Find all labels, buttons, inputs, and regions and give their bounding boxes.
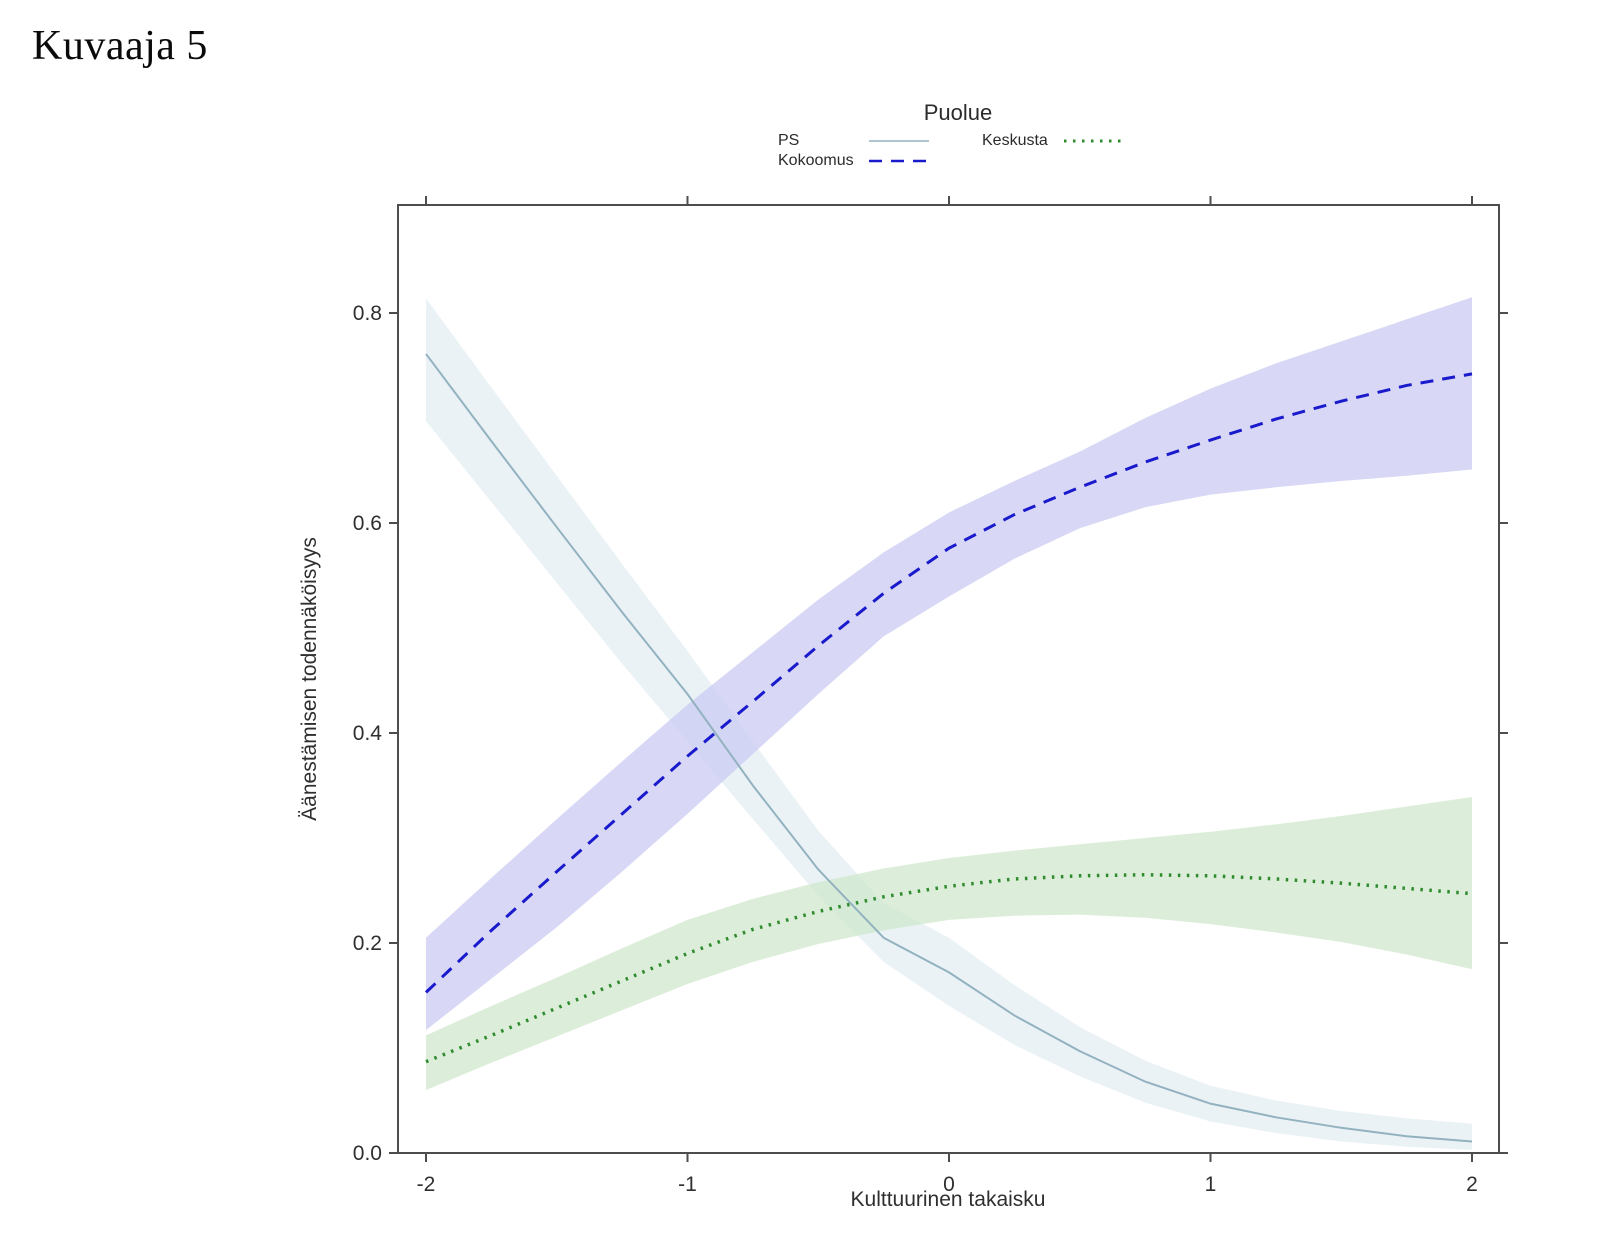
y-tick-label: 0.6 xyxy=(353,512,382,535)
x-tick-label: 2 xyxy=(1466,1173,1478,1196)
kokoomus-line xyxy=(424,372,1473,994)
chart-legend: Puolue PS Kokoomus Keskusta xyxy=(740,100,1220,178)
x-axis-title: Kulttuurinen takaisku xyxy=(850,1188,1046,1211)
x-tick-label: -1 xyxy=(678,1173,697,1196)
page-title: Kuvaaja 5 xyxy=(32,23,208,69)
legend-label-keskusta: Keskusta xyxy=(982,132,1048,149)
ps-confidence-band xyxy=(426,298,1472,1150)
y-tick-label: 0.2 xyxy=(353,932,382,955)
x-tick-label: 0 xyxy=(943,1173,955,1196)
kokoomus-confidence-band xyxy=(426,297,1472,1031)
legend-title: Puolue xyxy=(923,100,993,125)
legend-label-kokoomus: Kokoomus xyxy=(778,152,854,169)
x-tick-label: -2 xyxy=(417,1173,436,1196)
keskusta-confidence-band xyxy=(426,797,1472,1090)
legend-label-ps: PS xyxy=(778,132,800,149)
y-tick-label: 0.4 xyxy=(353,722,383,745)
legend-line-sample-kokoomus xyxy=(869,159,929,163)
legend-line-sample-keskusta xyxy=(1064,139,1124,143)
ps-line xyxy=(425,353,1473,1143)
y-tick-label: 0.8 xyxy=(353,302,382,325)
y-axis-title-text: Äänestämisen todennäköisyys xyxy=(298,537,321,821)
legend-line-sample-ps xyxy=(869,140,929,142)
x-tick-label: 1 xyxy=(1205,1173,1217,1196)
y-tick-label: 0.0 xyxy=(353,1142,382,1165)
